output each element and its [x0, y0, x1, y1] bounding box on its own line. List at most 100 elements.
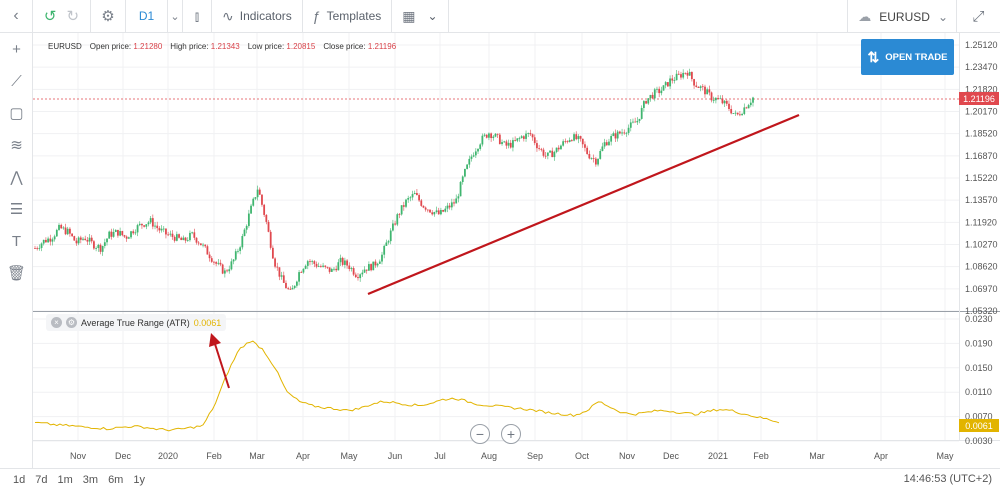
candle-body [361, 272, 364, 275]
undo-icon[interactable]: ↺ [43, 8, 57, 25]
channel-tool[interactable]: ≋ [0, 129, 33, 161]
zoom-out-button[interactable]: − [470, 424, 490, 444]
candle-body [533, 137, 536, 144]
candle-body [677, 73, 680, 75]
candle-body [573, 134, 575, 141]
top-toolbar: ‹ ↺ ↻ ⚙ D1 ⌄ ⫾ ∿ Indicators ƒ Templates … [0, 0, 1000, 33]
candle-body [507, 142, 510, 146]
candle-body [285, 282, 287, 289]
symbol-select[interactable]: ☁ EURUSD ⌄ [847, 0, 956, 33]
text-tool[interactable]: T [0, 225, 33, 257]
candle-body [298, 272, 300, 282]
timeframe-select[interactable]: D1 [126, 0, 168, 33]
range-1y[interactable]: 1y [133, 473, 145, 486]
time-tick-label: Feb [206, 451, 222, 461]
minus-icon: − [475, 426, 485, 442]
crosshair-tool[interactable]: + [0, 33, 33, 65]
candle-body [634, 121, 637, 123]
pattern-icon: ⋀ [10, 169, 23, 186]
candle-body [121, 231, 124, 236]
history-controls: ↺ ↻ [33, 0, 91, 33]
time-tick-label: May [340, 451, 358, 461]
back-button[interactable]: ‹ [0, 0, 33, 33]
candle-body [651, 94, 654, 99]
fibonacci-tool[interactable]: ☰ [0, 193, 33, 225]
candle-body [470, 156, 473, 159]
candle-body [69, 228, 71, 234]
candle-body [437, 210, 440, 215]
candle-body [466, 164, 469, 169]
candle-body [568, 140, 571, 142]
candle-body [498, 134, 501, 145]
price-tick-label: 1.13570 [965, 195, 998, 205]
candle-body [117, 229, 119, 236]
settings-button[interactable]: ⚙ [91, 0, 126, 33]
candle-body [189, 232, 191, 241]
range-1m[interactable]: 1m [57, 473, 73, 486]
candle-body [79, 237, 82, 240]
rectangle-tool[interactable]: ▢ [0, 97, 33, 129]
atr-line [34, 340, 780, 432]
price-tick-label: 1.06970 [965, 284, 998, 294]
candle-body [114, 229, 117, 233]
time-tick-label: Dec [115, 451, 132, 461]
trendline-tool[interactable]: ⟋ [0, 65, 33, 97]
candle-body [341, 257, 344, 265]
redo-icon[interactable]: ↻ [66, 8, 80, 25]
candle-body [119, 231, 122, 236]
rectangle-icon: ▢ [9, 105, 24, 122]
time-tick-label: Dec [663, 451, 680, 461]
close-icon[interactable]: × [51, 317, 62, 328]
range-7d[interactable]: 7d [35, 473, 48, 486]
gear-icon[interactable]: ⚙ [66, 317, 77, 328]
candle-body [666, 82, 669, 87]
candle-body [230, 261, 233, 270]
range-1d[interactable]: 1d [13, 473, 26, 486]
candle-body [422, 205, 425, 208]
candle-body [603, 142, 606, 147]
candle-body [566, 141, 569, 143]
pattern-tool[interactable]: ⋀ [0, 161, 33, 193]
candle-body [551, 150, 554, 158]
templates-button[interactable]: ƒ Templates [303, 0, 393, 33]
candle-body [575, 134, 578, 140]
templates-label: Templates [326, 9, 382, 23]
timeframe-dropdown[interactable]: ⌄ [168, 0, 182, 33]
candle-body [282, 275, 285, 283]
candle-body [306, 261, 309, 266]
candle-body [581, 138, 584, 145]
time-tick-label: Sep [527, 451, 543, 461]
candle-body [594, 158, 597, 165]
candle-body [322, 265, 324, 267]
indicators-label: Indicators [239, 9, 292, 23]
calendar-button[interactable]: ▦ ⌄ [392, 0, 449, 33]
atr-tick-label: 0.0230 [965, 314, 993, 324]
zoom-in-button[interactable]: + [501, 424, 521, 444]
candle-body [712, 100, 715, 102]
candle-body [160, 228, 163, 231]
candle-body [496, 133, 499, 135]
support-trendline[interactable] [367, 113, 800, 296]
candle-body [186, 240, 189, 241]
chart-type-button[interactable]: ⫾ [182, 0, 212, 33]
fullscreen-button[interactable]: ⤢ [956, 0, 1000, 33]
candle-body [58, 224, 60, 230]
price-tick-label: 1.15220 [965, 173, 998, 183]
chart-canvas[interactable]: 1.25120 1.23470 1.21820 1.20170 1.18520 1.168… [33, 33, 1000, 468]
delete-tool[interactable]: 🗑 [0, 257, 33, 289]
time-tick-label: May [936, 451, 954, 461]
candle-body [590, 158, 593, 159]
candle-body [485, 134, 488, 138]
candle-body [311, 261, 314, 262]
open-trade-button[interactable]: ⇅ OPEN TRADE [861, 39, 954, 75]
range-6m[interactable]: 6m [108, 473, 124, 486]
candle-body [492, 136, 495, 139]
candle-body [167, 234, 170, 236]
range-3m[interactable]: 3m [82, 473, 99, 486]
calendar-icon: ▦ [402, 7, 416, 24]
price-tick-label: 1.23470 [965, 62, 998, 72]
candle-body [402, 205, 405, 207]
ohlc-low: Low price: 1.20815 [247, 42, 316, 51]
indicators-button[interactable]: ∿ Indicators [212, 0, 303, 33]
price-tick-label: 1.25120 [965, 40, 998, 50]
